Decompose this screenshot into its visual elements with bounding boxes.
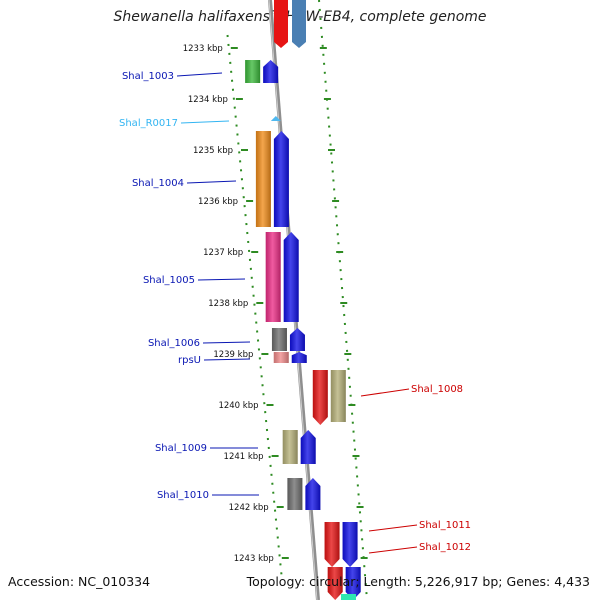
tick-label: 1239 kbp [213, 350, 253, 360]
gene-count-text: Genes: 4,433 [506, 574, 590, 589]
leader-line [197, 278, 246, 281]
leader-line [368, 524, 418, 532]
inner-dotted-ring [226, 34, 283, 576]
leader-line [180, 120, 230, 124]
feature-label-shal-1011: Shal_1011 [419, 520, 471, 531]
tick-label: 1233 kbp [183, 44, 223, 54]
tick-label: 1242 kbp [229, 503, 269, 513]
feature-label-shal-1003: Shal_1003 [122, 71, 174, 82]
leader-line [176, 72, 223, 77]
tick-label: 1235 kbp [193, 146, 233, 156]
leader-line [368, 546, 418, 554]
tick-label: 1243 kbp [234, 554, 274, 564]
feature-label-shal-1004: Shal_1004 [132, 178, 184, 189]
tick-label: 1240 kbp [218, 401, 258, 411]
gene-glyph [274, 0, 288, 48]
gene-glyph [270, 116, 281, 121]
topology-text: Topology: circular; [246, 574, 360, 589]
tick-label: 1241 kbp [224, 452, 264, 462]
tick-label: 1238 kbp [208, 299, 248, 309]
tick-label: 1237 kbp [203, 248, 243, 258]
gene-glyph [341, 594, 356, 600]
accession-text: Accession: NC_010334 [8, 574, 151, 589]
tick-label: 1234 kbp [188, 95, 228, 105]
tick-label: 1236 kbp [198, 197, 238, 207]
feature-label-shal-r0017: Shal_R0017 [119, 118, 178, 129]
outer-dotted-ring [318, 0, 368, 600]
leader-line [186, 180, 237, 184]
leader-line [203, 358, 251, 361]
leader-line [360, 388, 410, 397]
feature-label-shal-1012: Shal_1012 [419, 542, 471, 553]
feature-label-rpsu: rpsU [178, 355, 201, 366]
gene-glyph [292, 0, 306, 48]
feature-label-shal-1010: Shal_1010 [157, 490, 209, 501]
feature-label-shal-1009: Shal_1009 [155, 443, 207, 454]
genome-summary: Topology: circular; Length: 5,226,917 bp… [247, 574, 590, 589]
length-text: Length: 5,226,917 bp; [363, 574, 503, 589]
leader-line [202, 341, 251, 344]
feature-label-shal-1005: Shal_1005 [143, 275, 195, 286]
feature-label-shal-1006: Shal_1006 [148, 338, 200, 349]
feature-label-shal-1008: Shal_1008 [411, 384, 463, 395]
